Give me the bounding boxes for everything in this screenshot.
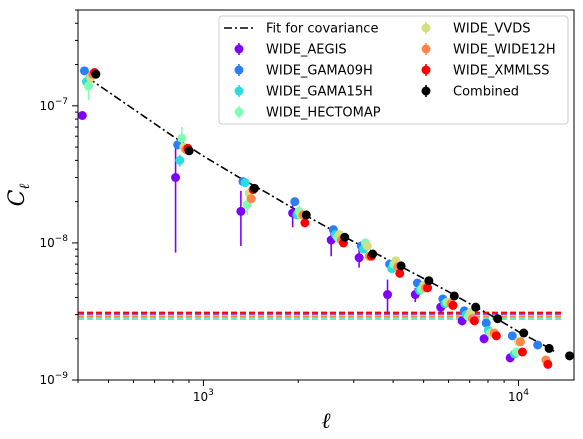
legend-marker-swatch (421, 65, 431, 75)
data-point (236, 206, 246, 216)
data-point (491, 331, 501, 341)
data-point (469, 316, 479, 326)
data-point (77, 110, 87, 120)
legend-label: Combined (453, 85, 519, 100)
data-point (171, 173, 181, 183)
data-point (249, 183, 259, 193)
legend-entry: Combined (421, 85, 519, 100)
y-tick-label-exp: −8 (55, 234, 69, 244)
data-point (424, 276, 434, 286)
data-point (79, 66, 89, 76)
legend-marker-swatch (234, 44, 244, 54)
y-tick-label-base: 10 (39, 236, 54, 250)
data-point (91, 69, 101, 79)
series-layer (77, 66, 575, 369)
data-point (565, 351, 575, 361)
data-point (368, 249, 378, 259)
legend-label: WIDE_GAMA15H (266, 85, 373, 100)
data-point (300, 218, 310, 228)
legend-entry: Fit for covariance (224, 22, 378, 37)
legend-label: WIDE_WIDE12H (453, 43, 556, 58)
data-point (84, 81, 94, 91)
data-point (362, 241, 372, 251)
x-tick-label-base: 10 (193, 390, 208, 404)
legend-label: WIDE_XMMLSS (453, 64, 550, 79)
legend-label: Fit for covariance (266, 22, 378, 37)
legend-label: WIDE_AEGIS (266, 43, 347, 58)
plot-frame (77, 9, 575, 381)
data-point (175, 155, 185, 165)
legend-entry: WIDE_GAMA15H (234, 85, 373, 100)
data-point (519, 328, 529, 338)
legend-marker-swatch (421, 44, 431, 54)
data-point (448, 300, 458, 310)
data-point (543, 359, 553, 369)
y-tick-label: 10−9 (39, 371, 68, 387)
legend-marker-swatch (421, 86, 431, 96)
y-axis-label-group: Cℓ (5, 184, 33, 207)
y-tick-label-exp: −9 (55, 371, 69, 381)
legend-marker-swatch (234, 86, 244, 96)
legend-label: WIDE_VVDS (453, 22, 530, 37)
data-point (290, 197, 300, 207)
data-point (383, 290, 393, 300)
legend-entry: WIDE_XMMLSS (421, 64, 550, 79)
x-tick-label: 103 (193, 388, 214, 404)
legend-marker-swatch (234, 107, 244, 117)
series-7 (91, 69, 575, 361)
y-tick-label-base: 10 (39, 99, 54, 113)
x-tick-label: 104 (508, 388, 529, 404)
data-point (515, 337, 525, 347)
data-point (449, 291, 459, 301)
data-point (479, 334, 489, 344)
data-point (471, 302, 481, 312)
x-tick-label-exp: 4 (523, 388, 529, 398)
data-point (533, 340, 543, 350)
y-tick-label-exp: −7 (55, 97, 68, 107)
data-point (396, 261, 406, 271)
legend-marker-swatch (234, 65, 244, 75)
data-point (240, 178, 250, 188)
legend-entry: WIDE_WIDE12H (421, 43, 556, 58)
y-tick-label-base: 10 (39, 373, 54, 387)
y-tick-label: 10−8 (39, 234, 68, 250)
legend-label: WIDE_HECTOMAP (266, 106, 381, 121)
legend: Fit for covariance WIDE_AEGIS WIDE_GAMA09H… (218, 15, 569, 125)
data-point (481, 318, 491, 328)
y-tick-label: 10−7 (39, 97, 68, 113)
legend-entry: WIDE_VVDS (421, 22, 530, 37)
legend-entry: WIDE_GAMA09H (234, 64, 373, 79)
y-axis-label-main: C (5, 189, 30, 206)
data-point (184, 146, 194, 156)
x-axis-label: ℓ (321, 409, 331, 434)
data-point (354, 253, 364, 263)
x-tick-label-base: 10 (508, 390, 523, 404)
x-tick-label-exp: 3 (208, 388, 214, 398)
legend-entry: WIDE_HECTOMAP (234, 106, 381, 121)
legend-label: WIDE_GAMA09H (266, 64, 373, 79)
data-point (177, 133, 187, 143)
data-point (340, 232, 350, 242)
data-point (544, 343, 554, 353)
data-point (493, 314, 503, 324)
data-point (517, 347, 527, 357)
data-point (301, 210, 311, 220)
legend-marker-swatch (421, 23, 431, 33)
legend-box (218, 15, 569, 125)
y-axis-label-sub: ℓ (17, 184, 33, 190)
data-point (423, 283, 433, 293)
data-point (395, 268, 405, 278)
y-axis-label: Cℓ (5, 184, 33, 207)
data-point (246, 194, 256, 204)
legend-entry: WIDE_AEGIS (234, 43, 347, 58)
data-point (507, 331, 517, 341)
